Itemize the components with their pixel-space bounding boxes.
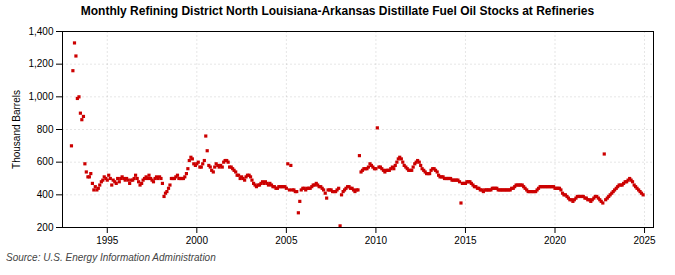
- svg-text:600: 600: [37, 156, 54, 167]
- svg-text:2025: 2025: [633, 235, 656, 246]
- svg-text:2015: 2015: [454, 235, 477, 246]
- svg-text:1,200: 1,200: [28, 58, 53, 69]
- html-text:Source: U.S. Energy Informatio: Source: U.S. Energy Information Administ…: [6, 252, 216, 263]
- svg-text:400: 400: [37, 189, 54, 200]
- html-text:Monthly Refining District Nort: Monthly Refining District North Louisian…: [80, 4, 595, 18]
- svg-text:800: 800: [37, 124, 54, 135]
- svg-text:2000: 2000: [186, 235, 209, 246]
- svg-text:2005: 2005: [275, 235, 298, 246]
- svg-text:2010: 2010: [365, 235, 388, 246]
- svg-text:1995: 1995: [96, 235, 119, 246]
- svg-text:200: 200: [37, 222, 54, 233]
- svg-text:1,400: 1,400: [28, 26, 53, 37]
- svg-text:2020: 2020: [544, 235, 567, 246]
- svg-text:Thousand Barrels: Thousand Barrels: [11, 90, 22, 169]
- svg-text:1,000: 1,000: [28, 91, 53, 102]
